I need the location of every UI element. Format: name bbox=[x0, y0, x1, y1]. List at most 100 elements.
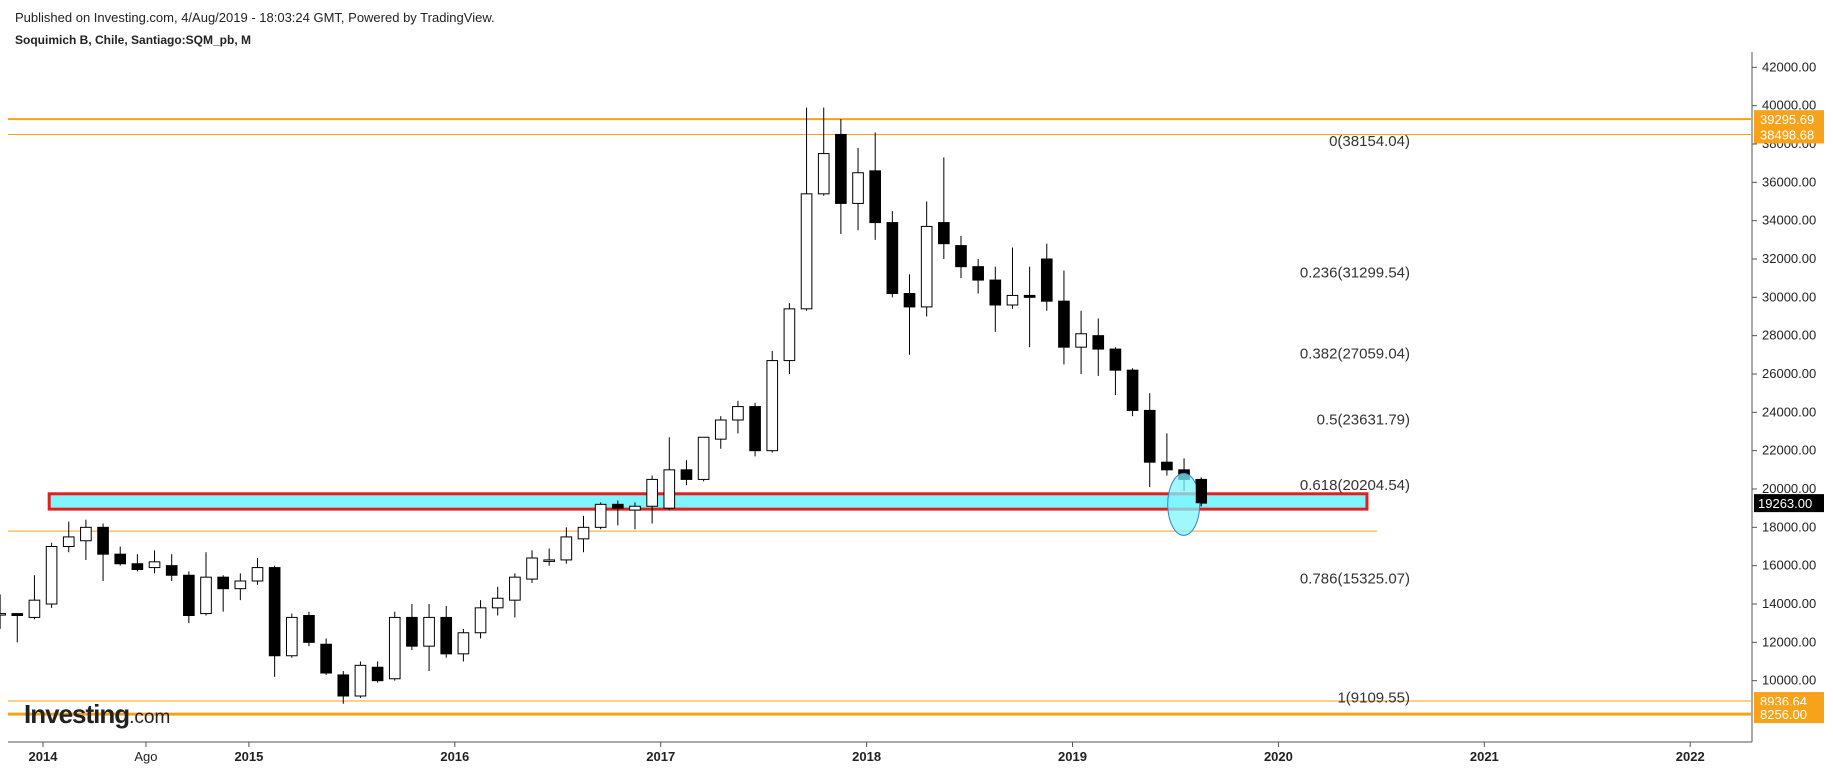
price-tag bbox=[1754, 705, 1824, 724]
support-zone-layer bbox=[47, 492, 1369, 511]
price-tag bbox=[1754, 125, 1824, 144]
candle-body bbox=[62, 536, 75, 548]
candle-body bbox=[183, 574, 195, 616]
candles-layer bbox=[0, 107, 1208, 704]
fib-level-label: 0.236(31299.54) bbox=[1300, 264, 1410, 281]
x-axis: 2014 Ago 2015 2016 2017 2018 2019 2020 2021 2022 bbox=[29, 742, 1705, 764]
y-tick-label: 22000.00 bbox=[1762, 443, 1816, 458]
fib-level-label: 0.786(15325.07) bbox=[1300, 571, 1410, 588]
y-tick-label: 10000.00 bbox=[1762, 673, 1816, 688]
x-tick-label: 2017 bbox=[646, 749, 675, 764]
candle-body bbox=[526, 557, 538, 580]
candle-body bbox=[200, 576, 212, 615]
y-tick-label: 42000.00 bbox=[1762, 59, 1816, 74]
y-tick-label: 28000.00 bbox=[1762, 328, 1816, 343]
y-tick-label: 36000.00 bbox=[1762, 174, 1816, 189]
candle-body bbox=[509, 576, 521, 601]
x-tick-label: 2019 bbox=[1058, 749, 1087, 764]
x-tick-label: 2020 bbox=[1264, 749, 1293, 764]
candle-body bbox=[766, 360, 779, 452]
y-tick-label: 40000.00 bbox=[1762, 98, 1816, 113]
candle-body bbox=[783, 308, 796, 362]
candle-body bbox=[1040, 258, 1053, 302]
y-tick-label: 34000.00 bbox=[1762, 213, 1816, 228]
candle-body bbox=[543, 559, 556, 562]
candle-body bbox=[938, 222, 950, 245]
candle-body bbox=[440, 616, 453, 655]
candle-body bbox=[680, 469, 693, 480]
candle-body bbox=[406, 616, 418, 647]
candle-body bbox=[869, 170, 882, 224]
candle-body bbox=[354, 664, 367, 697]
candle-body bbox=[285, 616, 298, 657]
candle-body bbox=[749, 406, 761, 452]
candle-body bbox=[1126, 369, 1139, 411]
candle-body bbox=[1023, 294, 1036, 298]
y-tick-label: 30000.00 bbox=[1762, 289, 1816, 304]
candle-body bbox=[646, 478, 658, 507]
fib-labels-layer: 0(38154.04) 0.236(31299.54) 0.382(27059.04… bbox=[1300, 133, 1410, 707]
candle-body bbox=[491, 597, 504, 609]
x-tick-label: 2018 bbox=[852, 749, 881, 764]
price-tag bbox=[1754, 110, 1824, 129]
x-tick-label: 2014 bbox=[29, 749, 59, 764]
y-tick-label: 18000.00 bbox=[1762, 519, 1816, 534]
candle-body bbox=[148, 561, 161, 569]
candle-body bbox=[920, 225, 933, 308]
candle-body bbox=[1058, 300, 1070, 348]
candle-body bbox=[131, 563, 144, 570]
candle-body bbox=[423, 616, 435, 647]
candle-body bbox=[629, 505, 641, 511]
candle-body bbox=[320, 643, 332, 674]
candle-body bbox=[268, 567, 281, 657]
y-axis: 42000.0040000.0038000.0036000.0034000.00… bbox=[1752, 59, 1824, 724]
y-tick-label: 12000.00 bbox=[1762, 634, 1816, 649]
candle-body bbox=[697, 436, 710, 480]
candle-body bbox=[560, 536, 573, 561]
candle-body bbox=[457, 632, 470, 655]
y-tick-label: 32000.00 bbox=[1762, 251, 1816, 266]
candle-body bbox=[611, 503, 624, 509]
candle-body bbox=[989, 279, 1002, 306]
candle-body bbox=[217, 576, 229, 590]
candle-body bbox=[800, 193, 813, 310]
candle-body bbox=[972, 266, 984, 281]
fib-level-label: 0.382(27059.04) bbox=[1300, 346, 1410, 363]
last-price-tag bbox=[1754, 494, 1824, 513]
candle-body bbox=[1143, 409, 1156, 463]
y-tick-label: 14000.00 bbox=[1762, 596, 1816, 611]
candle-body bbox=[80, 526, 92, 542]
y-tick-label: 20000.00 bbox=[1762, 481, 1816, 496]
level-lines-layer bbox=[8, 118, 1752, 716]
x-tick-label: 2015 bbox=[234, 749, 263, 764]
last-price-label: 19263.00 bbox=[1758, 496, 1812, 511]
candle-body bbox=[1195, 479, 1207, 504]
candle-body bbox=[1006, 294, 1019, 306]
support-zone bbox=[47, 492, 1369, 511]
candle-body bbox=[97, 526, 109, 555]
x-tick-label: 2022 bbox=[1676, 749, 1705, 764]
symbol-title: Soquimich B, Chile, Santiago:SQM_pb, M bbox=[15, 33, 252, 47]
candle-body bbox=[45, 546, 58, 605]
candle-body bbox=[337, 674, 350, 697]
candle-body bbox=[732, 406, 744, 421]
candle-body bbox=[11, 613, 24, 616]
x-tick-label: 2016 bbox=[440, 749, 469, 764]
candle-body bbox=[663, 469, 676, 509]
candle-body bbox=[1092, 335, 1105, 350]
y-tick-label: 26000.00 bbox=[1762, 366, 1816, 381]
fib-level-label: 0.5(23631.79) bbox=[1317, 411, 1410, 428]
candle-body bbox=[1161, 461, 1173, 471]
candle-body bbox=[371, 666, 384, 682]
x-tick-label: Ago bbox=[134, 749, 157, 764]
candle-body bbox=[852, 172, 864, 204]
candle-body bbox=[955, 245, 967, 268]
candle-body bbox=[577, 526, 590, 540]
published-line: Published on Investing.com, 4/Aug/2019 -… bbox=[15, 10, 495, 25]
fib-level-label: 1(9109.55) bbox=[1337, 690, 1410, 707]
candle-body bbox=[594, 503, 607, 528]
candle-body bbox=[0, 613, 6, 616]
candle-body bbox=[474, 607, 487, 634]
overlay-layer bbox=[1167, 472, 1207, 536]
